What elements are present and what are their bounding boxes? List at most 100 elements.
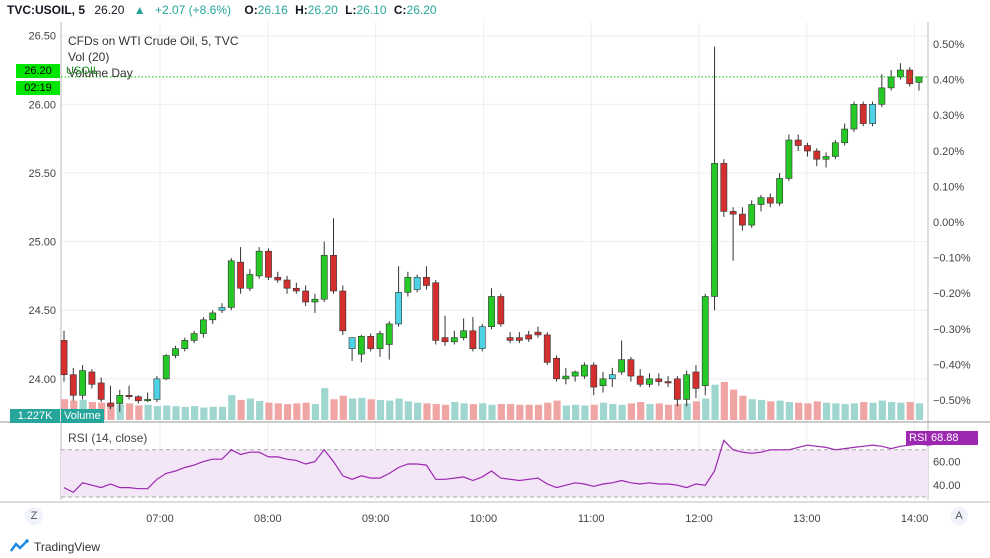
change-arrow-icon: ▲ <box>133 3 146 17</box>
candle-body <box>525 334 533 340</box>
volume-bar <box>767 401 775 420</box>
candle-body <box>125 394 133 397</box>
volume-bar <box>860 402 868 420</box>
candle-body <box>692 371 700 389</box>
auto-scale-z-button[interactable]: Z <box>25 507 43 525</box>
candle-body <box>190 333 198 341</box>
symbol-name[interactable]: TVC:USOIL, 5 <box>7 3 86 17</box>
volume-bar <box>302 402 310 420</box>
candle-body <box>571 371 579 377</box>
volume-bar <box>367 399 375 420</box>
volume-bar <box>878 400 886 420</box>
volume-bar <box>107 402 115 420</box>
candle-body <box>515 337 523 341</box>
rsi-value-badge: 68.88 <box>928 431 978 445</box>
volume-bar <box>590 404 598 420</box>
volume-bar <box>841 404 849 420</box>
volume-bar <box>172 406 180 420</box>
time-tick-label: 08:00 <box>254 513 282 525</box>
candle-body <box>246 274 254 289</box>
candle-body <box>423 276 430 286</box>
price-line-tag: USOIL <box>66 65 100 77</box>
price-tick-label: 24.00 <box>28 374 56 386</box>
volume-bar <box>497 404 505 420</box>
candle-body <box>553 357 560 380</box>
candle-body <box>562 375 570 380</box>
last-price-badge: 26.20 <box>16 64 60 78</box>
candle-body <box>887 76 895 89</box>
volume-bar <box>218 406 227 420</box>
volume-bar <box>228 395 236 420</box>
price-tick-label: 25.00 <box>28 237 56 249</box>
candle-body <box>869 104 876 124</box>
candle-body <box>320 255 328 300</box>
candle-body <box>255 250 263 277</box>
low-value: 26.10 <box>356 3 387 17</box>
rsi-line <box>63 439 938 494</box>
rsi-tag: RSI <box>906 431 931 445</box>
legend-volume[interactable]: Vol (20) <box>68 50 110 64</box>
candle-body <box>720 163 728 212</box>
rsi-tick-label: 60.00 <box>933 457 961 469</box>
candle-body <box>646 378 653 385</box>
candle-body <box>172 348 179 356</box>
candle-body <box>822 156 830 160</box>
legend-title[interactable]: CFDs on WTI Crude Oil, 5, TVC <box>68 34 239 48</box>
volume-bar <box>730 389 738 420</box>
candle-body <box>488 296 495 327</box>
candle-body <box>311 298 319 303</box>
candle-body <box>506 337 514 341</box>
volume-label-badge: Volume <box>61 409 104 423</box>
time-tick-label: 11:00 <box>578 513 605 525</box>
rsi-legend[interactable]: RSI (14, close) <box>68 431 148 445</box>
volume-bar <box>116 404 124 420</box>
candle-body <box>534 331 542 336</box>
volume-bar <box>330 399 338 420</box>
volume-bar <box>757 399 766 420</box>
volume-bar <box>655 403 663 420</box>
candle-body <box>608 374 616 380</box>
percent-tick-label: 0.40% <box>933 75 964 87</box>
volume-bar <box>720 381 728 420</box>
volume-bar <box>516 404 524 420</box>
legend-session[interactable]: Volume Day <box>68 66 133 80</box>
tradingview-brand[interactable]: TradingView <box>10 538 100 556</box>
high-value: 26.20 <box>307 3 338 17</box>
auto-scale-a-button[interactable]: A <box>950 507 968 525</box>
brand-name: TradingView <box>34 540 101 554</box>
candle-body <box>97 382 105 400</box>
volume-bar <box>915 403 924 420</box>
volume-bar <box>664 404 673 420</box>
volume-bar <box>163 405 171 420</box>
volume-bar <box>795 402 803 420</box>
volume-bar <box>506 404 515 420</box>
candle-body <box>460 330 468 338</box>
volume-bar <box>646 404 654 420</box>
candle-body <box>804 145 811 152</box>
volume-bar <box>293 403 301 420</box>
volume-bar <box>627 403 636 420</box>
volume-bar <box>739 395 747 420</box>
candle-body <box>339 290 347 332</box>
volume-bar <box>423 403 431 420</box>
candle-body <box>367 335 375 349</box>
candle-body <box>227 260 235 308</box>
candle-body <box>79 370 86 396</box>
time-tick-label: 07:00 <box>146 513 174 525</box>
candle-body <box>655 378 663 382</box>
volume-bar <box>376 399 385 420</box>
candle-body <box>274 276 282 281</box>
candle-body <box>144 399 152 402</box>
candle-body <box>432 282 440 341</box>
candle-body <box>385 323 393 345</box>
candle-body <box>134 396 142 402</box>
volume-bar <box>339 395 347 420</box>
volume-bar <box>888 402 896 420</box>
candle-body <box>376 333 384 349</box>
percent-tick-label: −0.30% <box>933 324 971 336</box>
candle-body <box>283 279 291 289</box>
volume-bar <box>813 401 821 420</box>
volume-bar <box>562 405 570 420</box>
